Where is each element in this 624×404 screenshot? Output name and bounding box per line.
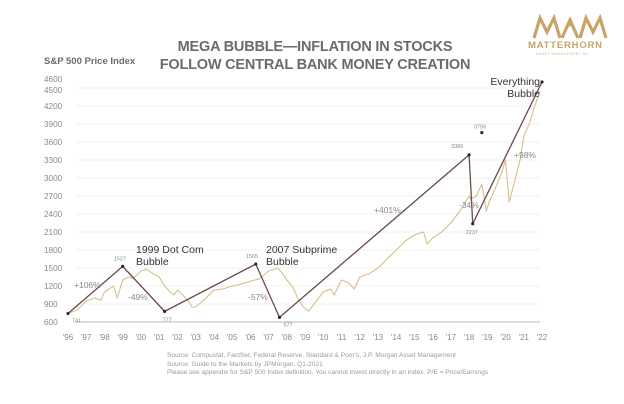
source-line-2: Source: Guide to the Markets by JPMorgan…	[167, 360, 323, 368]
y-tick-label: 600	[44, 318, 58, 327]
x-tick-label: '98	[99, 333, 110, 342]
y-axis-title: S&P 500 Price Index	[44, 56, 136, 67]
data-point	[163, 309, 167, 313]
y-tick-label: 1200	[44, 282, 63, 291]
point-value-label: 741	[72, 319, 81, 325]
source-notes: Source: Compustat, FactSet, Federal Rese…	[167, 352, 488, 378]
trend-line	[255, 263, 281, 318]
percent-change-label: +106%	[74, 280, 101, 290]
x-tick-label: '96	[63, 333, 74, 342]
percent-change-label: -57%	[248, 292, 268, 302]
x-tick-label: '08	[282, 333, 293, 342]
point-value-label: 677	[283, 322, 292, 328]
percent-change-label: +98%	[514, 150, 536, 160]
y-tick-label: 4200	[44, 102, 63, 111]
x-tick-label: '18	[464, 333, 475, 342]
data-point	[471, 222, 475, 226]
point-value-label: 3386	[451, 144, 463, 150]
x-tick-label: '99	[117, 333, 128, 342]
x-tick-label: '03	[190, 333, 201, 342]
bubble-annotation: Bubble	[507, 88, 540, 100]
x-tick-label: '13	[373, 333, 384, 342]
x-tick-label: '11	[337, 333, 347, 342]
x-tick-label: '21	[519, 333, 530, 342]
y-tick-label: 3900	[44, 120, 63, 129]
x-tick-label: '01	[154, 333, 165, 342]
data-point	[540, 80, 544, 84]
x-tick-label: '00	[136, 333, 147, 342]
x-tick-label: '19	[482, 333, 493, 342]
y-tick-label: 4600	[44, 75, 63, 84]
percent-change-label: +401%	[374, 205, 401, 215]
y-tick-label: 1500	[44, 264, 63, 273]
bubble-annotation: Bubble	[266, 256, 299, 268]
y-tick-label: 900	[44, 300, 58, 309]
data-point	[121, 264, 125, 268]
data-point	[467, 153, 471, 157]
bubble-annotation: Everything	[490, 76, 540, 88]
x-tick-label: '04	[209, 333, 220, 342]
x-tick-label: '07	[263, 333, 274, 342]
trend-line	[164, 263, 257, 312]
chart-title-line-2: FOLLOW CENTRAL BANK MONEY CREATION	[159, 57, 471, 73]
logo-subtitle: ASSET MANAGEMENT AG	[536, 52, 589, 56]
bubble-annotation: 2007 Subprime	[266, 244, 337, 256]
y-tick-label: 2100	[44, 228, 63, 237]
x-tick-label: '16	[427, 333, 438, 342]
bubble-annotation: Bubble	[136, 256, 169, 268]
chart-title-line-1: MEGA BUBBLE—INFLATION IN STOCKS	[177, 39, 453, 55]
x-tick-label: '97	[81, 333, 92, 342]
x-tick-label: '05	[227, 333, 238, 342]
x-tick-label: '15	[409, 333, 420, 342]
trend-line	[67, 265, 124, 315]
x-tick-label: '02	[172, 333, 183, 342]
x-tick-label: '14	[391, 333, 402, 342]
x-tick-label: '12	[354, 333, 365, 342]
price-series-line	[67, 90, 541, 315]
x-tick-label: '06	[245, 333, 256, 342]
point-value-label: 777	[163, 317, 172, 323]
x-tick-label: '20	[500, 333, 511, 342]
y-tick-label: 4500	[44, 86, 63, 95]
point-value-label: 1565	[246, 254, 258, 260]
point-value-label: 1527	[114, 256, 126, 262]
x-tick-label: '22	[537, 333, 548, 342]
trend-line	[472, 81, 543, 225]
y-tick-label: 3600	[44, 138, 63, 147]
bubble-annotation: 1999 Dot Com	[136, 244, 204, 256]
percent-change-label: -49%	[128, 292, 148, 302]
percent-change-label: -34%	[459, 200, 479, 210]
mountain-logo-icon	[532, 14, 608, 39]
trend-line	[468, 154, 474, 224]
logo-name: MATTERHORN	[528, 40, 603, 51]
trend-line	[122, 265, 166, 312]
x-tick-label: '09	[300, 333, 311, 342]
source-line-1: Source: Compustat, FactSet, Federal Rese…	[167, 352, 456, 359]
x-tick-label: '10	[318, 333, 329, 342]
point-value-label: 3756	[474, 125, 486, 131]
chart-title: MEGA BUBBLE—INFLATION IN STOCKS FOLLOW C…	[150, 38, 480, 74]
data-point	[66, 311, 70, 316]
trend-line	[279, 154, 470, 318]
source-line-3: Please see appendix for S&P 500 Index de…	[167, 369, 489, 377]
y-tick-label: 1800	[44, 246, 63, 255]
x-tick-label: '17	[446, 333, 457, 342]
data-point	[480, 131, 484, 135]
y-tick-label: 3300	[44, 156, 63, 165]
y-tick-label: 3000	[44, 174, 63, 183]
point-value-label: 2237	[466, 230, 478, 236]
data-point	[277, 315, 282, 319]
y-tick-label: 2700	[44, 192, 63, 201]
data-point	[254, 262, 258, 266]
y-tick-label: 2400	[44, 210, 63, 219]
